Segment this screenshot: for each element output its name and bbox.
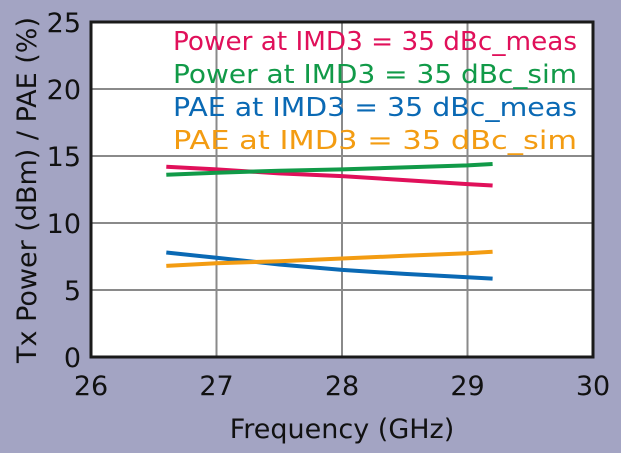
legend-entry: Power at IMD3 = 35 dBc_meas xyxy=(173,27,577,57)
series-line xyxy=(166,164,493,188)
x-tick-labels: 26 27 28 29 30 xyxy=(74,371,610,402)
y-tick-label: 15 xyxy=(47,142,81,173)
y-tick-label: 0 xyxy=(64,343,81,374)
x-axis-label: Frequency (GHz) xyxy=(230,414,455,445)
y-tick-labels: 0 5 10 15 20 25 xyxy=(47,8,81,374)
series-layer xyxy=(166,162,493,281)
plot-frame xyxy=(89,20,595,359)
legend-entry: Power at IMD3 = 35 dBc_sim xyxy=(173,60,577,90)
series-line xyxy=(166,162,493,177)
series-line xyxy=(166,249,493,268)
y-tick-label: 25 xyxy=(47,8,81,39)
x-tick-label: 29 xyxy=(450,371,484,402)
y-tick-label: 10 xyxy=(47,209,81,240)
x-tick-label: 30 xyxy=(576,371,610,402)
legend-entry: PAE at IMD3 = 35 dBc_sim xyxy=(173,126,577,156)
y-tick-label: 5 xyxy=(64,276,81,307)
x-tick-label: 28 xyxy=(325,371,359,402)
series-line xyxy=(166,250,493,281)
grid-lines xyxy=(91,22,593,357)
legend-entry: PAE at IMD3 = 35 dBc_meas xyxy=(173,93,577,123)
x-tick-label: 26 xyxy=(74,371,108,402)
x-tick-label: 27 xyxy=(199,371,233,402)
y-axis-label: Tx Power (dBm) / PAE (%) xyxy=(12,17,43,364)
y-tick-label: 20 xyxy=(47,75,81,106)
